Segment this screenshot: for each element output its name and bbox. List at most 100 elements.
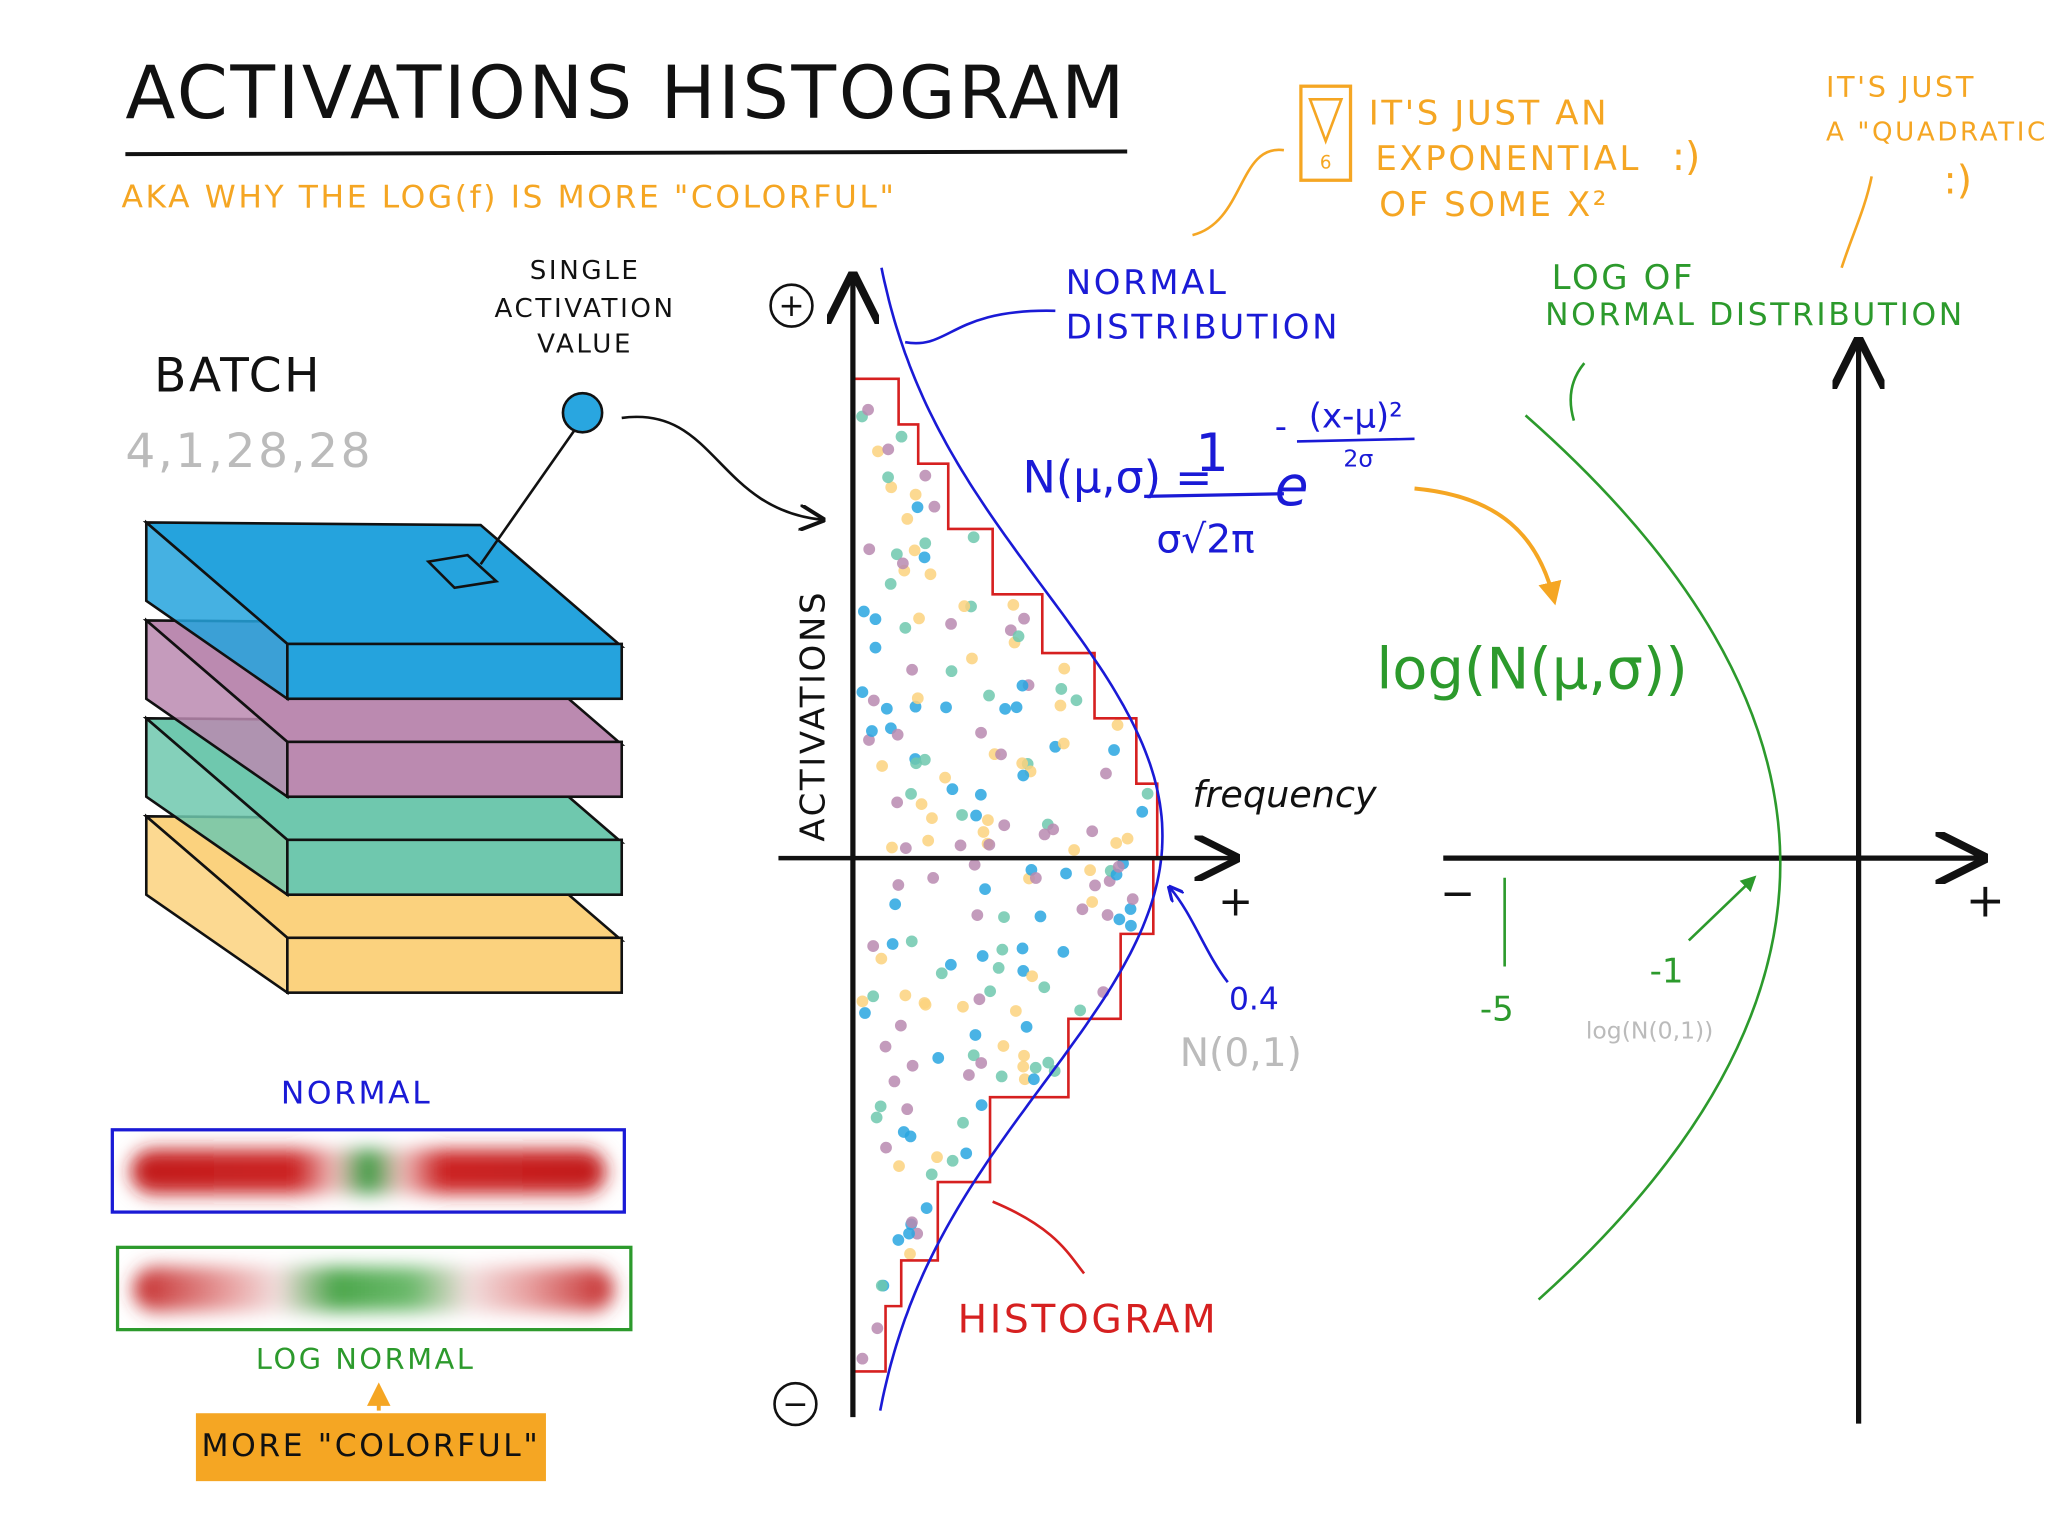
activation-dot bbox=[867, 694, 880, 707]
activation-dot bbox=[876, 760, 888, 772]
activation-dot bbox=[882, 443, 895, 456]
activation-dot bbox=[911, 1227, 924, 1240]
note-icon bbox=[1308, 97, 1344, 145]
log-normal-bar bbox=[133, 1266, 614, 1312]
activation-dot bbox=[958, 600, 971, 613]
activation-dot bbox=[1086, 896, 1099, 908]
activation-dot bbox=[968, 858, 981, 871]
activation-dot bbox=[1029, 1061, 1042, 1074]
normal-dist-label: NORMAL bbox=[1066, 263, 1229, 303]
activation-dot bbox=[906, 1059, 919, 1072]
activation-dot bbox=[1112, 860, 1125, 873]
activation-dot bbox=[1076, 903, 1089, 916]
activation-dot bbox=[1136, 805, 1149, 818]
single-value-label: SINGLE bbox=[530, 256, 641, 286]
activation-dot bbox=[1034, 910, 1047, 923]
activation-dot bbox=[906, 663, 918, 676]
formula-denominator: σ√2π bbox=[1156, 518, 1254, 563]
histogram-label: HISTOGRAM bbox=[958, 1297, 1219, 1342]
activation-dot bbox=[1017, 965, 1030, 977]
activation-dot bbox=[903, 1227, 915, 1240]
peak-value: 0.4 bbox=[1229, 981, 1279, 1017]
activation-dot bbox=[1016, 679, 1029, 692]
activation-dot bbox=[979, 883, 991, 896]
activation-dot bbox=[880, 1141, 892, 1154]
activation-dot bbox=[859, 1007, 871, 1019]
subtitle: AKA WHY THE LOG(f) IS MORE "COLORFUL" bbox=[121, 180, 896, 216]
smiley: :) bbox=[1944, 158, 1972, 203]
activation-dot bbox=[879, 1040, 892, 1053]
histogram bbox=[852, 267, 1164, 1411]
activation-dot bbox=[940, 701, 952, 714]
activation-dot bbox=[982, 814, 994, 826]
activation-dot bbox=[886, 938, 899, 950]
activation-dot bbox=[906, 1216, 918, 1229]
activation-dot bbox=[1121, 832, 1134, 845]
activation-dot bbox=[904, 1248, 916, 1260]
activation-dot bbox=[1057, 737, 1070, 750]
batch-shape: 4,1,28,28 bbox=[125, 424, 373, 479]
layer-front bbox=[286, 642, 624, 701]
activation-dot bbox=[1007, 599, 1020, 611]
activation-dot bbox=[945, 665, 958, 678]
activation-dot bbox=[975, 726, 987, 739]
activation-dot bbox=[975, 1057, 988, 1069]
activation-dot bbox=[946, 1154, 959, 1167]
minus-sign: − bbox=[782, 1386, 808, 1422]
normal-label: NORMAL bbox=[281, 1076, 432, 1112]
activation-dot bbox=[890, 548, 903, 561]
layer-front bbox=[286, 838, 624, 896]
activation-dot bbox=[856, 686, 869, 699]
colorful-button bbox=[195, 1413, 546, 1482]
bell-curve bbox=[878, 267, 1164, 1411]
activation-dot bbox=[896, 557, 909, 570]
plus-circle bbox=[769, 283, 814, 328]
activation-dot bbox=[925, 1168, 938, 1181]
activation-dot bbox=[872, 445, 884, 458]
activation-dot bbox=[1100, 767, 1112, 780]
activation-dot bbox=[905, 935, 918, 948]
pointer-line bbox=[904, 309, 1056, 345]
activation-dot bbox=[1026, 970, 1038, 983]
activation-dot bbox=[1084, 864, 1096, 877]
activation-dot bbox=[874, 1100, 887, 1113]
activation-dot bbox=[1126, 893, 1139, 906]
normal-bar bbox=[130, 1149, 607, 1194]
activation-dot bbox=[1124, 903, 1137, 915]
single-value-label: VALUE bbox=[537, 329, 633, 359]
activation-dot bbox=[894, 1019, 907, 1032]
layer-front bbox=[286, 740, 624, 799]
activation-dot bbox=[1086, 825, 1099, 838]
activation-dot bbox=[1125, 919, 1137, 932]
activation-dot bbox=[1012, 630, 1025, 643]
activation-dot bbox=[1057, 945, 1070, 958]
activation-dot bbox=[1038, 981, 1051, 994]
note-text: A "QUADRATIC" bbox=[1826, 118, 2048, 148]
activation-dot bbox=[919, 998, 932, 1011]
tick-note: log(N(0,1)) bbox=[1586, 1016, 1713, 1044]
activation-dot bbox=[1101, 909, 1114, 921]
activation-dot bbox=[885, 481, 898, 494]
activation-dot bbox=[932, 1052, 945, 1064]
note-text: OF SOME X² bbox=[1379, 185, 1609, 225]
tick-label: -1 bbox=[1650, 952, 1684, 992]
log-curve bbox=[1524, 414, 1782, 1301]
activation-dot bbox=[1054, 699, 1067, 712]
y-axis-label: ACTIVATIONS bbox=[794, 590, 834, 842]
activation-dot bbox=[976, 950, 989, 962]
activation-dot bbox=[957, 1000, 969, 1013]
activation-dot bbox=[928, 500, 941, 513]
activation-dot bbox=[561, 391, 604, 434]
note-text: IT'S JUST AN bbox=[1369, 93, 1609, 133]
activation-dot bbox=[915, 798, 928, 811]
activation-dot bbox=[901, 513, 914, 525]
activation-dot bbox=[1029, 872, 1042, 884]
activation-dot bbox=[1047, 823, 1060, 836]
activation-dot bbox=[983, 689, 995, 702]
activation-dot bbox=[996, 943, 1009, 956]
activation-dot bbox=[911, 692, 924, 705]
activation-dot bbox=[1009, 1005, 1022, 1017]
activation-dot bbox=[1068, 844, 1081, 856]
activation-dot bbox=[869, 613, 882, 626]
histogram-steps bbox=[852, 377, 1159, 1373]
